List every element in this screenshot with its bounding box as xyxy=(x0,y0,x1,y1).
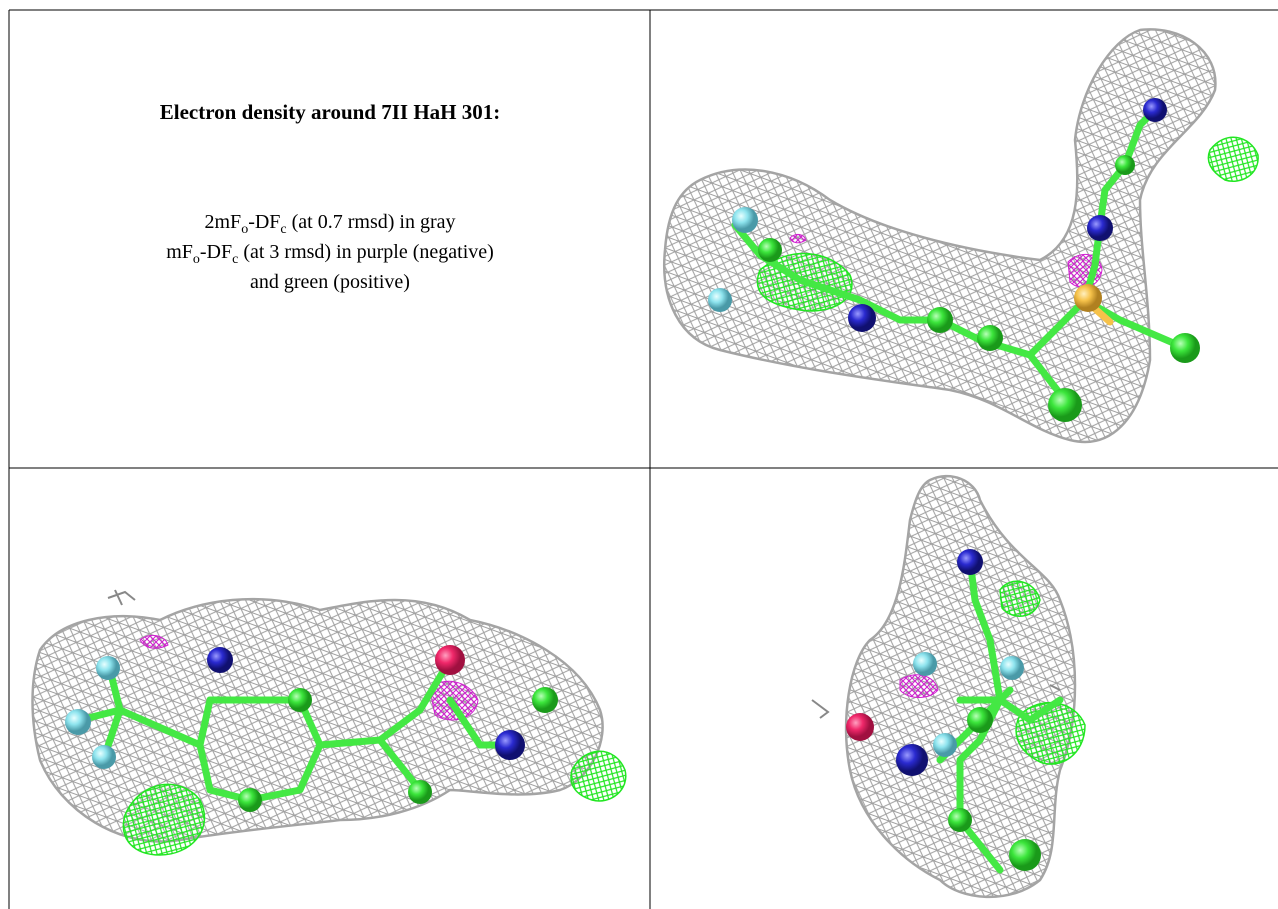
text-run: 2mF xyxy=(205,211,242,233)
atom xyxy=(435,645,465,675)
atom xyxy=(1009,839,1041,871)
atom xyxy=(933,733,957,757)
text-run: and green (positive) xyxy=(250,271,410,293)
atom xyxy=(495,730,525,760)
atom xyxy=(1074,284,1102,312)
atom xyxy=(848,304,876,332)
density-panel-3 xyxy=(812,476,1085,897)
atom xyxy=(65,709,91,735)
figure: Electron density around 7II HaH 301: 2mF… xyxy=(0,0,1278,909)
mesh-fragment xyxy=(108,590,135,605)
atom xyxy=(913,652,937,676)
density-panel-1 xyxy=(664,29,1258,442)
atom xyxy=(732,207,758,233)
atom xyxy=(238,788,262,812)
atom xyxy=(408,780,432,804)
positive-density xyxy=(1208,137,1258,181)
text-run: -DF xyxy=(248,211,280,233)
legend-text: 2mFo-DFc (at 0.7 rmsd) in gray mFo-DFc (a… xyxy=(166,211,494,293)
text-run: mF xyxy=(166,241,193,263)
text-run: -DF xyxy=(200,241,232,263)
atom xyxy=(846,713,874,741)
atom xyxy=(92,745,116,769)
atom xyxy=(758,238,782,262)
legend-line: and green (positive) xyxy=(250,271,410,293)
page: Electron density around 7II HaH 301: 2mF… xyxy=(0,0,1278,909)
atom xyxy=(1115,155,1135,175)
density-panel-2 xyxy=(33,590,626,855)
legend-line: 2mFo-DFc (at 0.7 rmsd) in gray xyxy=(205,211,456,237)
atom xyxy=(207,647,233,673)
cell-title: Electron density around 7II HaH 301: xyxy=(160,100,501,124)
atom xyxy=(96,656,120,680)
atom xyxy=(532,687,558,713)
atom xyxy=(1143,98,1167,122)
legend-line: mFo-DFc (at 3 rmsd) in purple (negative) xyxy=(166,241,494,267)
subscript: o xyxy=(193,252,200,267)
atom xyxy=(896,744,928,776)
density-mesh xyxy=(846,476,1075,897)
text-run: (at 0.7 rmsd) in gray xyxy=(287,211,456,233)
atom xyxy=(948,808,972,832)
atom xyxy=(967,707,993,733)
atom xyxy=(977,325,1003,351)
atom xyxy=(957,549,983,575)
atom xyxy=(927,307,953,333)
atom xyxy=(1048,388,1082,422)
atom xyxy=(1000,656,1024,680)
text-run: (at 3 rmsd) in purple (negative) xyxy=(238,241,493,263)
atom xyxy=(1087,215,1113,241)
atom xyxy=(1170,333,1200,363)
subscript: o xyxy=(241,222,248,237)
atom xyxy=(708,288,732,312)
atom xyxy=(288,688,312,712)
